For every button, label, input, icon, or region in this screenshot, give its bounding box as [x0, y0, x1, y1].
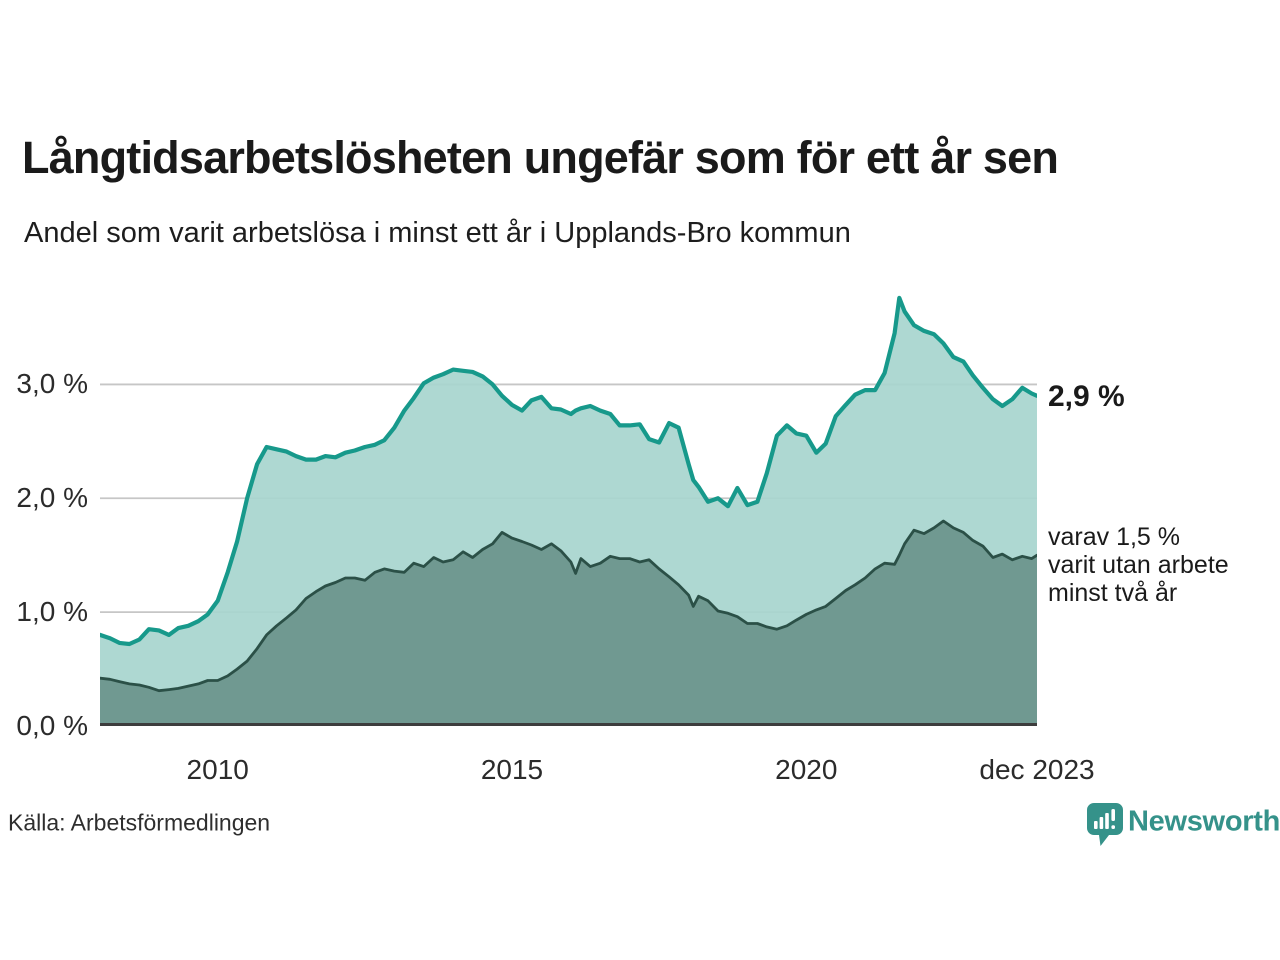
y-tick-1: 1,0 %: [16, 596, 88, 628]
secondary-annotation-line1: varav 1,5 %: [1048, 523, 1181, 551]
newsworthy-logo: Newsworthy: [1087, 802, 1280, 848]
y-tick-0: 0,0 %: [16, 710, 88, 741]
page-title: Långtidsarbetslösheten ungefär som för e…: [22, 132, 1059, 183]
x-tick-2020: 2020: [775, 754, 838, 785]
secondary-annotation-line3: minst två år: [1048, 579, 1178, 607]
source-credit: Källa: Arbetsförmedlingen: [8, 809, 271, 836]
current-value-annotation: 2,9 %: [1048, 380, 1125, 413]
x-tick-2015: 2015: [480, 754, 544, 785]
secondary-annotation-line2: varit utan arbete: [1048, 551, 1229, 579]
secondary-annotation: varav 1,5 % varit utan arbete minst två …: [1048, 523, 1229, 607]
newsworthy-logo-icon: [1087, 803, 1123, 846]
x-tick-2010: 2010: [186, 754, 249, 785]
newsworthy-logo-text: Newsworthy: [1128, 805, 1280, 838]
y-tick-2: 2,0 %: [16, 482, 88, 514]
area-chart: [100, 295, 1037, 726]
x-tick-dec-2023: dec 2023: [979, 754, 1095, 785]
y-tick-3: 3,0 %: [16, 368, 88, 400]
page-subtitle: Andel som varit arbetslösa i minst ett å…: [24, 217, 851, 249]
